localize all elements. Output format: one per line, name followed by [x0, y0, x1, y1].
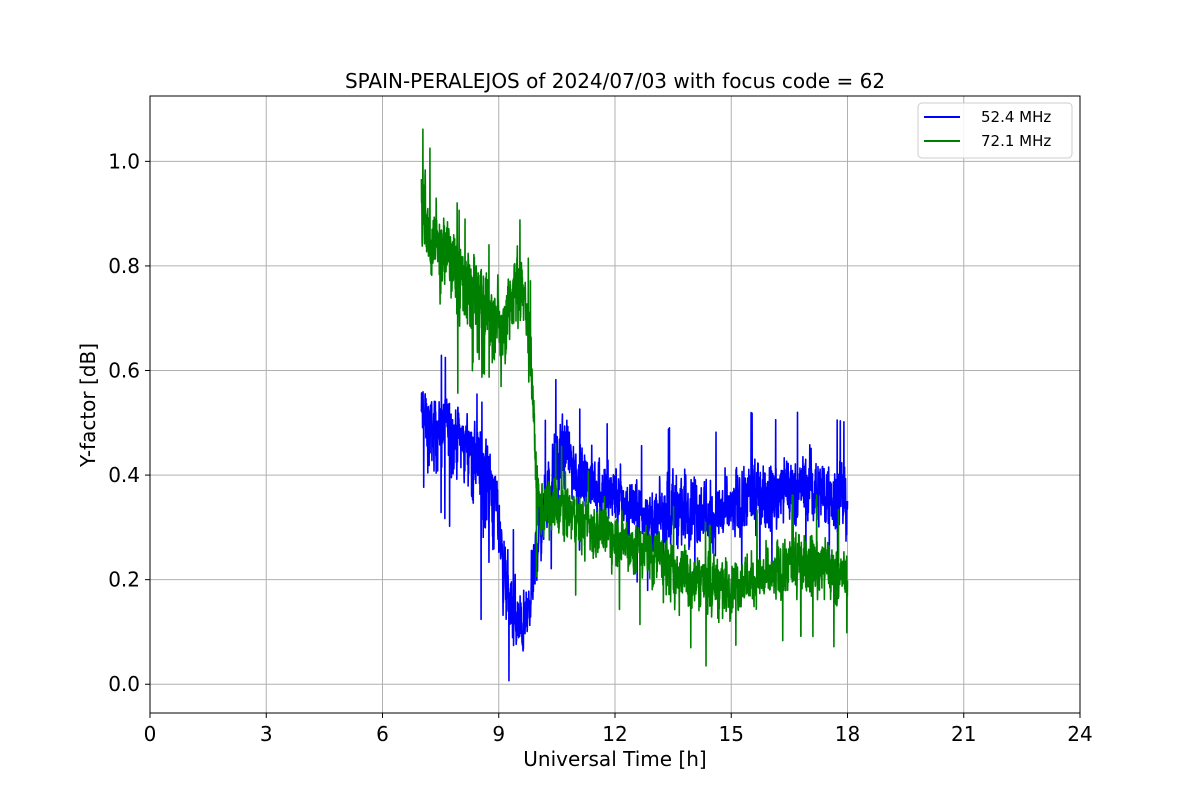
y-tick-label: 0.4 [108, 463, 140, 487]
x-tick-label: 24 [1067, 722, 1092, 746]
y-tick-label: 0.2 [108, 568, 140, 592]
x-axis-ticks: 0 3 6 9 12 15 18 21 24 [144, 713, 1093, 746]
legend: 52.4 MHz 72.1 MHz [917, 102, 1073, 159]
y-axis-label: Y-factor [dB] [76, 343, 100, 468]
legend-label-72mhz: 72.1 MHz [981, 132, 1051, 150]
x-axis-label: Universal Time [h] [523, 747, 706, 771]
x-tick-label: 9 [492, 722, 505, 746]
chart-title: SPAIN-PERALEJOS of 2024/07/03 with focus… [345, 69, 885, 93]
x-tick-label: 18 [835, 722, 860, 746]
y-tick-label: 0.6 [108, 359, 140, 383]
x-tick-label: 21 [951, 722, 976, 746]
x-tick-label: 6 [376, 722, 389, 746]
y-tick-label: 0.8 [108, 254, 140, 278]
plot-series [420, 128, 849, 682]
x-tick-label: 15 [719, 722, 744, 746]
series-line-72-1-mhz [420, 128, 849, 667]
legend-label-52mhz: 52.4 MHz [981, 108, 1051, 126]
series-line-52-4-mhz [420, 354, 849, 682]
y-tick-label: 0.0 [108, 672, 140, 696]
x-tick-label: 3 [260, 722, 273, 746]
x-tick-label: 12 [602, 722, 627, 746]
y-tick-label: 1.0 [108, 149, 140, 173]
y-axis-ticks: 0.0 0.2 0.4 0.6 0.8 1.0 [108, 149, 150, 696]
x-tick-label: 0 [144, 722, 157, 746]
